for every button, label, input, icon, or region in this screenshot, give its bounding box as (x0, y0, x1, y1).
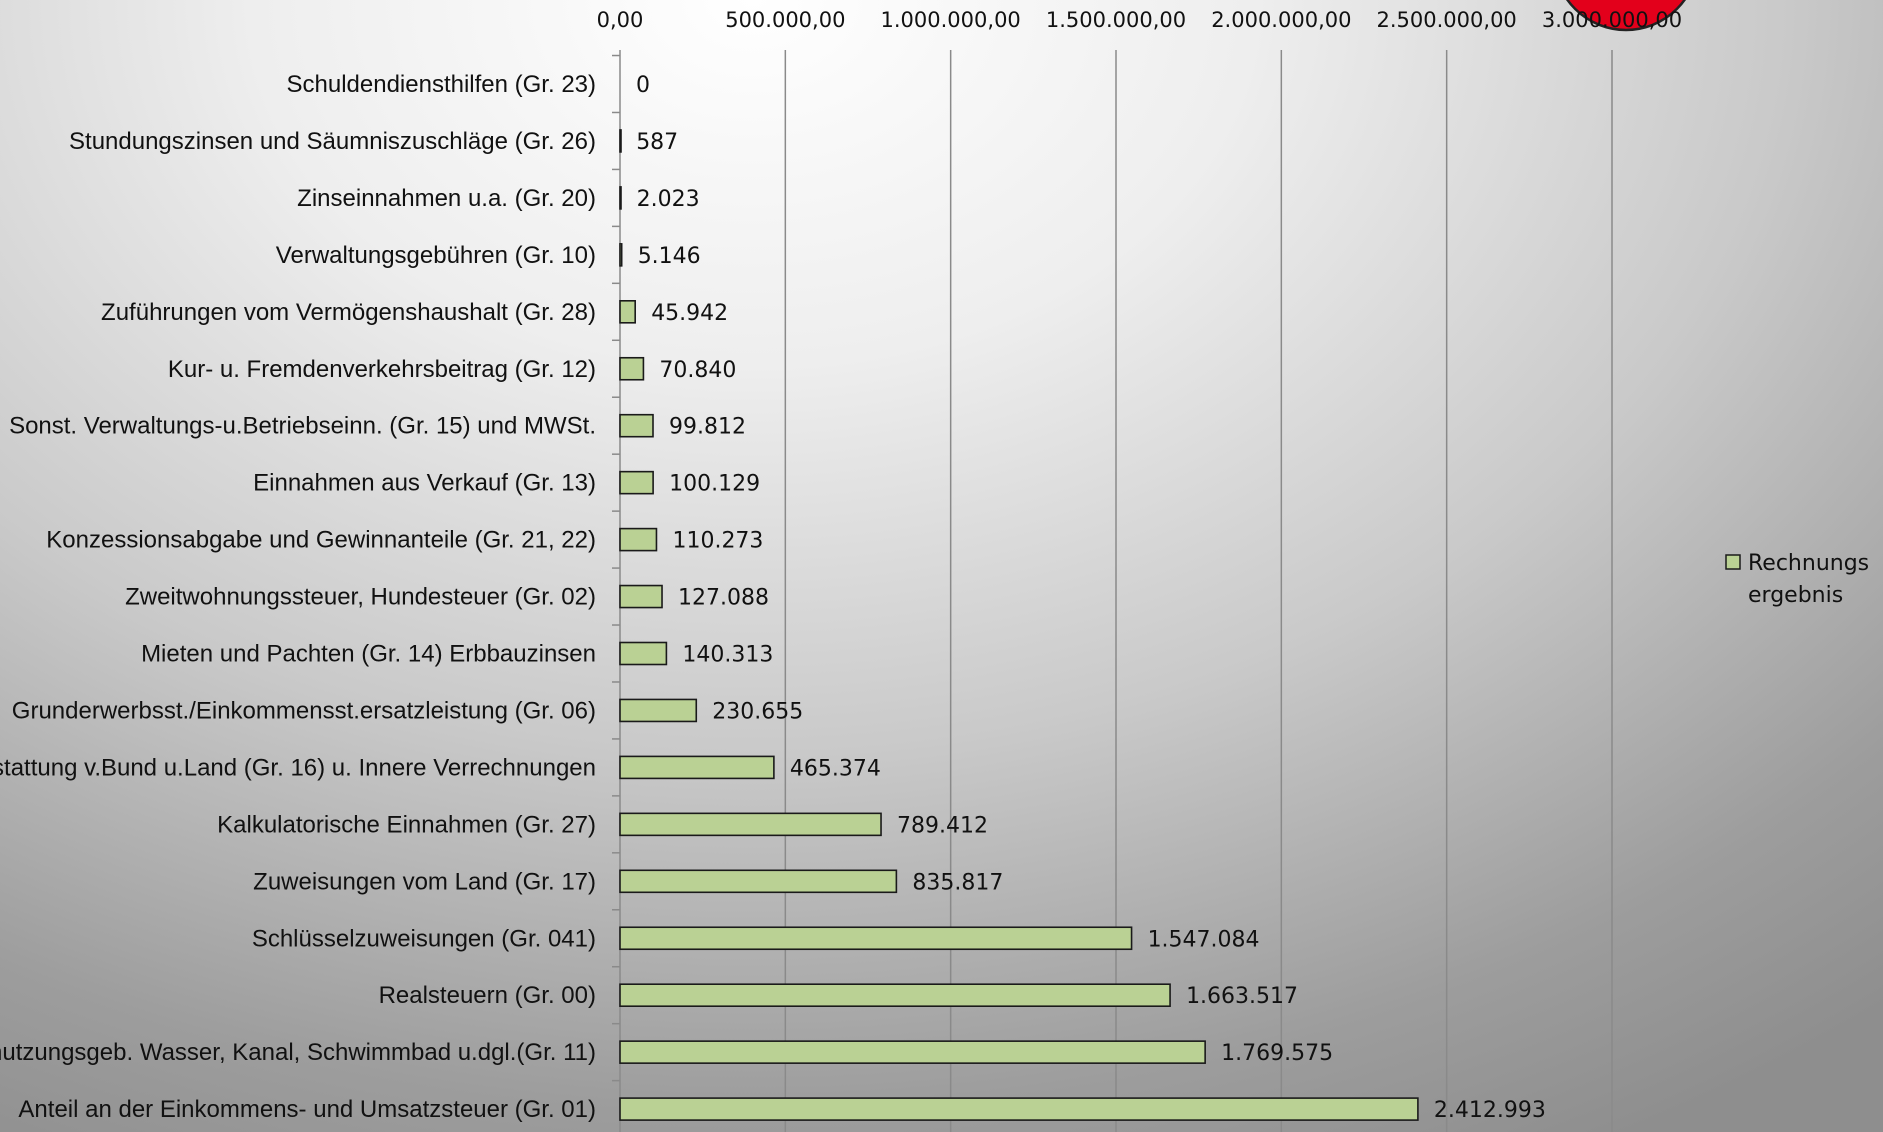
category-label: Sonst. Verwaltungs-u.Betriebseinn. (Gr. … (9, 413, 596, 440)
bar (619, 413, 654, 438)
x-tick-label: 2.500.000,00 (1377, 8, 1517, 32)
bar (619, 299, 636, 324)
bar (619, 527, 658, 552)
category-label: Zweitwohnungssteuer, Hundesteuer (Gr. 02… (125, 584, 596, 611)
category-label: Schuldendiensthilfen (Gr. 23) (286, 71, 596, 98)
x-tick-label: 500.000,00 (725, 8, 845, 32)
data-labels: 0 587 2.023 5.146 45.942 70.840 99.812 100.129 1… (636, 73, 1546, 1123)
legend: Rechnungs ergebnis (1725, 551, 1869, 608)
category-label: Verwaltungsgebühren (Gr. 10) (276, 242, 596, 269)
data-label: 1.769.575 (1221, 1041, 1333, 1066)
data-label: 230.655 (712, 699, 803, 724)
bar (619, 755, 775, 780)
category-label: Stundungszinsen und Säumniszuschläge (Gr… (69, 128, 596, 155)
data-label: 127.088 (678, 586, 769, 611)
category-label: Grunderwerbsst./Einkommensst.ersatzleist… (12, 697, 596, 724)
category-label: Schlüsselzuweisungen (Gr. 041) (252, 925, 596, 952)
x-tick-label: 1.000.000,00 (881, 8, 1021, 32)
category-label: Einnahmen aus Verkauf (Gr. 13) (253, 470, 596, 497)
x-tick-label: 1.500.000,00 (1046, 8, 1186, 32)
data-label: 587 (636, 130, 678, 155)
x-tick-label: 3.000.000,00 (1542, 8, 1682, 32)
category-label: Realsteuern (Gr. 00) (379, 982, 596, 1009)
data-label: 835.817 (912, 870, 1003, 895)
data-label: 110.273 (672, 529, 763, 554)
legend-label: ergebnis (1748, 583, 1843, 608)
category-label: Kalkulatorische Einnahmen (Gr. 27) (217, 811, 596, 838)
bar (619, 1040, 1206, 1064)
category-label: Zinseinnahmen u.a. (Gr. 20) (297, 185, 596, 212)
x-tick-label: 2.000.000,00 (1211, 8, 1351, 32)
legend-label: Rechnungs (1748, 551, 1869, 576)
axes (612, 50, 621, 1132)
category-label: Benutzungsgeb. Wasser, Kanal, Schwimmbad… (0, 1039, 596, 1066)
data-label: 99.812 (669, 415, 746, 440)
bar (619, 698, 698, 723)
bar (619, 584, 663, 609)
data-label: 1.663.517 (1186, 984, 1298, 1009)
category-label: Anteil an der Einkommens- und Umsatzsteu… (18, 1096, 596, 1123)
bar (619, 926, 1133, 951)
bar (619, 129, 622, 153)
red-circle-badge (1565, 0, 1687, 32)
category-label: Kur- u. Fremdenverkehrsbeitrag (Gr. 12) (168, 356, 596, 383)
legend-item: Rechnungs ergebnis (1725, 551, 1869, 608)
bar (619, 983, 1171, 1008)
data-label: 140.313 (682, 643, 773, 668)
bars (619, 129, 1419, 1121)
bar (619, 243, 623, 267)
data-label: 100.129 (669, 472, 760, 497)
category-labels: Schuldendiensthilfen (Gr. 23) Stundungszi… (0, 71, 596, 1123)
data-label: 5.146 (638, 244, 701, 269)
category-label: Mieten und Pachten (Gr. 14) Erbbauzinsen (141, 641, 596, 668)
data-label: 1.547.084 (1148, 927, 1260, 952)
data-label: 70.840 (659, 358, 736, 383)
data-label: 45.942 (651, 301, 728, 326)
bar (619, 356, 645, 381)
category-label: Zuführungen vom Vermögenshaushalt (Gr. 2… (101, 299, 596, 326)
bar (619, 1097, 1419, 1121)
bar (619, 470, 654, 495)
bar (619, 186, 622, 210)
gridlines (784, 50, 1613, 1132)
data-label: 465.374 (790, 756, 881, 781)
bar (619, 641, 668, 666)
legend-swatch (1725, 554, 1741, 570)
x-axis-tick-labels: 0,00 500.000,00 1.000.000,00 1.500.000,00 2.… (597, 8, 1683, 32)
category-label: Zuweisungen vom Land (Gr. 17) (253, 868, 596, 895)
data-label: 0 (636, 73, 650, 98)
data-label: 2.412.993 (1434, 1098, 1546, 1123)
data-label: 789.412 (897, 813, 988, 838)
data-label: 2.023 (637, 187, 700, 212)
category-label: Konzessionsabgabe und Gewinnanteile (Gr.… (46, 527, 596, 554)
bar (619, 869, 898, 894)
x-tick-label: 0,00 (597, 8, 644, 32)
bar (619, 812, 882, 837)
category-label: Erstattung v.Bund u.Land (Gr. 16) u. Inn… (0, 754, 596, 781)
